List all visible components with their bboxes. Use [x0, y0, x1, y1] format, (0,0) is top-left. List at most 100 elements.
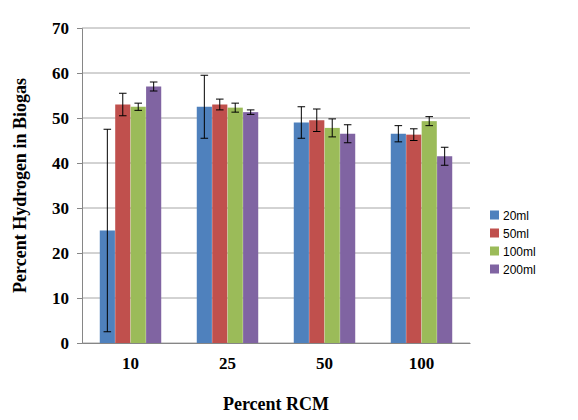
legend-label: 200ml [503, 263, 536, 277]
error-bar-line [231, 103, 239, 104]
tick: 50 [52, 109, 82, 128]
legend-item: 20ml [490, 209, 529, 223]
bar [325, 128, 340, 343]
error-bar [395, 126, 403, 142]
series [146, 82, 452, 343]
error-bar [216, 99, 224, 110]
tick-mark [77, 73, 82, 74]
bar [309, 120, 324, 343]
error-bar-line [441, 147, 449, 148]
x-axis: 10 25 50 100 [83, 344, 471, 374]
tick-mark [77, 118, 82, 119]
error-bar-line [410, 128, 418, 129]
error-bar-line [316, 109, 317, 132]
error-bar-line [150, 91, 158, 92]
error-bar-line [204, 75, 205, 138]
x-axis-title: Percent RCM [223, 394, 329, 414]
bar [115, 105, 130, 344]
grid-line [82, 28, 470, 29]
error-bar-line [298, 106, 306, 107]
error-bar [410, 129, 418, 141]
legend-label: 20ml [503, 209, 529, 223]
error-bar-line [104, 129, 112, 130]
plot: 010203040506070102550100 [52, 19, 471, 373]
marks [100, 75, 452, 343]
error-bar-line [429, 117, 430, 126]
tick: 25 [219, 354, 236, 373]
error-bar-line [247, 109, 255, 110]
axis-line [83, 343, 471, 344]
error-bar [134, 103, 142, 110]
error-bar [425, 117, 433, 126]
error-bar-line [313, 131, 321, 132]
error-bar-line [216, 109, 224, 110]
error-bar-line [444, 147, 445, 165]
y-axis: 010203040506070 [52, 19, 83, 353]
tick-label: 70 [52, 19, 69, 38]
error-bar-line [153, 82, 154, 91]
error-bar-line [398, 126, 399, 142]
tick-mark [77, 343, 82, 344]
tick-label: 100 [409, 354, 435, 373]
legend: 20ml 50ml 100ml 200ml [490, 209, 536, 277]
error-bar-line [107, 129, 108, 332]
bar [228, 108, 243, 343]
error-bar-line [235, 103, 236, 112]
error-bar-line [413, 129, 414, 141]
legend-label: 100ml [503, 245, 536, 259]
error-bar [201, 75, 209, 138]
series [100, 75, 406, 343]
error-bar-line [216, 99, 224, 100]
error-bar-line [247, 114, 255, 115]
tick: 60 [52, 64, 82, 83]
error-bar-line [313, 109, 321, 110]
error-bar-line [298, 138, 306, 139]
error-bar-line [344, 142, 352, 143]
error-bar-line [201, 138, 209, 139]
tick-mark [77, 163, 82, 164]
error-bar-line [425, 125, 433, 126]
tick-label: 60 [52, 64, 69, 83]
legend-swatch [490, 265, 499, 274]
bar [294, 123, 309, 344]
error-bar [247, 110, 255, 115]
tick-label: 10 [122, 354, 139, 373]
tick-mark [77, 208, 82, 209]
tick: 10 [122, 354, 139, 373]
legend-swatch [490, 229, 499, 238]
bar [406, 135, 421, 343]
tick: 50 [316, 354, 333, 373]
error-bar [328, 119, 336, 137]
error-bar [150, 82, 158, 91]
error-bar [231, 103, 239, 112]
error-bar-line [119, 115, 127, 116]
bar [146, 87, 161, 344]
error-bar-line [150, 82, 158, 83]
tick: 100 [409, 354, 435, 373]
error-bar-line [138, 103, 139, 110]
bar [197, 107, 212, 343]
tick: 0 [61, 334, 83, 353]
tick-label: 30 [52, 199, 69, 218]
legend-item: 100ml [490, 245, 536, 259]
error-bar [119, 93, 127, 116]
tick-label: 25 [219, 354, 236, 373]
bar [340, 134, 355, 343]
bar [391, 134, 406, 343]
tick: 30 [52, 199, 82, 218]
bar [422, 121, 437, 343]
error-bar-line [104, 331, 112, 332]
error-bar-line [134, 110, 142, 111]
error-bar-line [219, 99, 220, 110]
bar [131, 107, 146, 343]
error-bar [313, 109, 321, 132]
tick-label: 40 [52, 154, 69, 173]
error-bar-line [122, 93, 123, 116]
error-bar-line [395, 125, 403, 126]
tick: 70 [52, 19, 82, 38]
y-axis-title: Percent Hydrogen in Biogas [10, 78, 30, 293]
error-bar [104, 129, 112, 332]
bar [437, 156, 452, 343]
tick-label: 50 [316, 354, 333, 373]
legend-label: 50ml [503, 227, 529, 241]
